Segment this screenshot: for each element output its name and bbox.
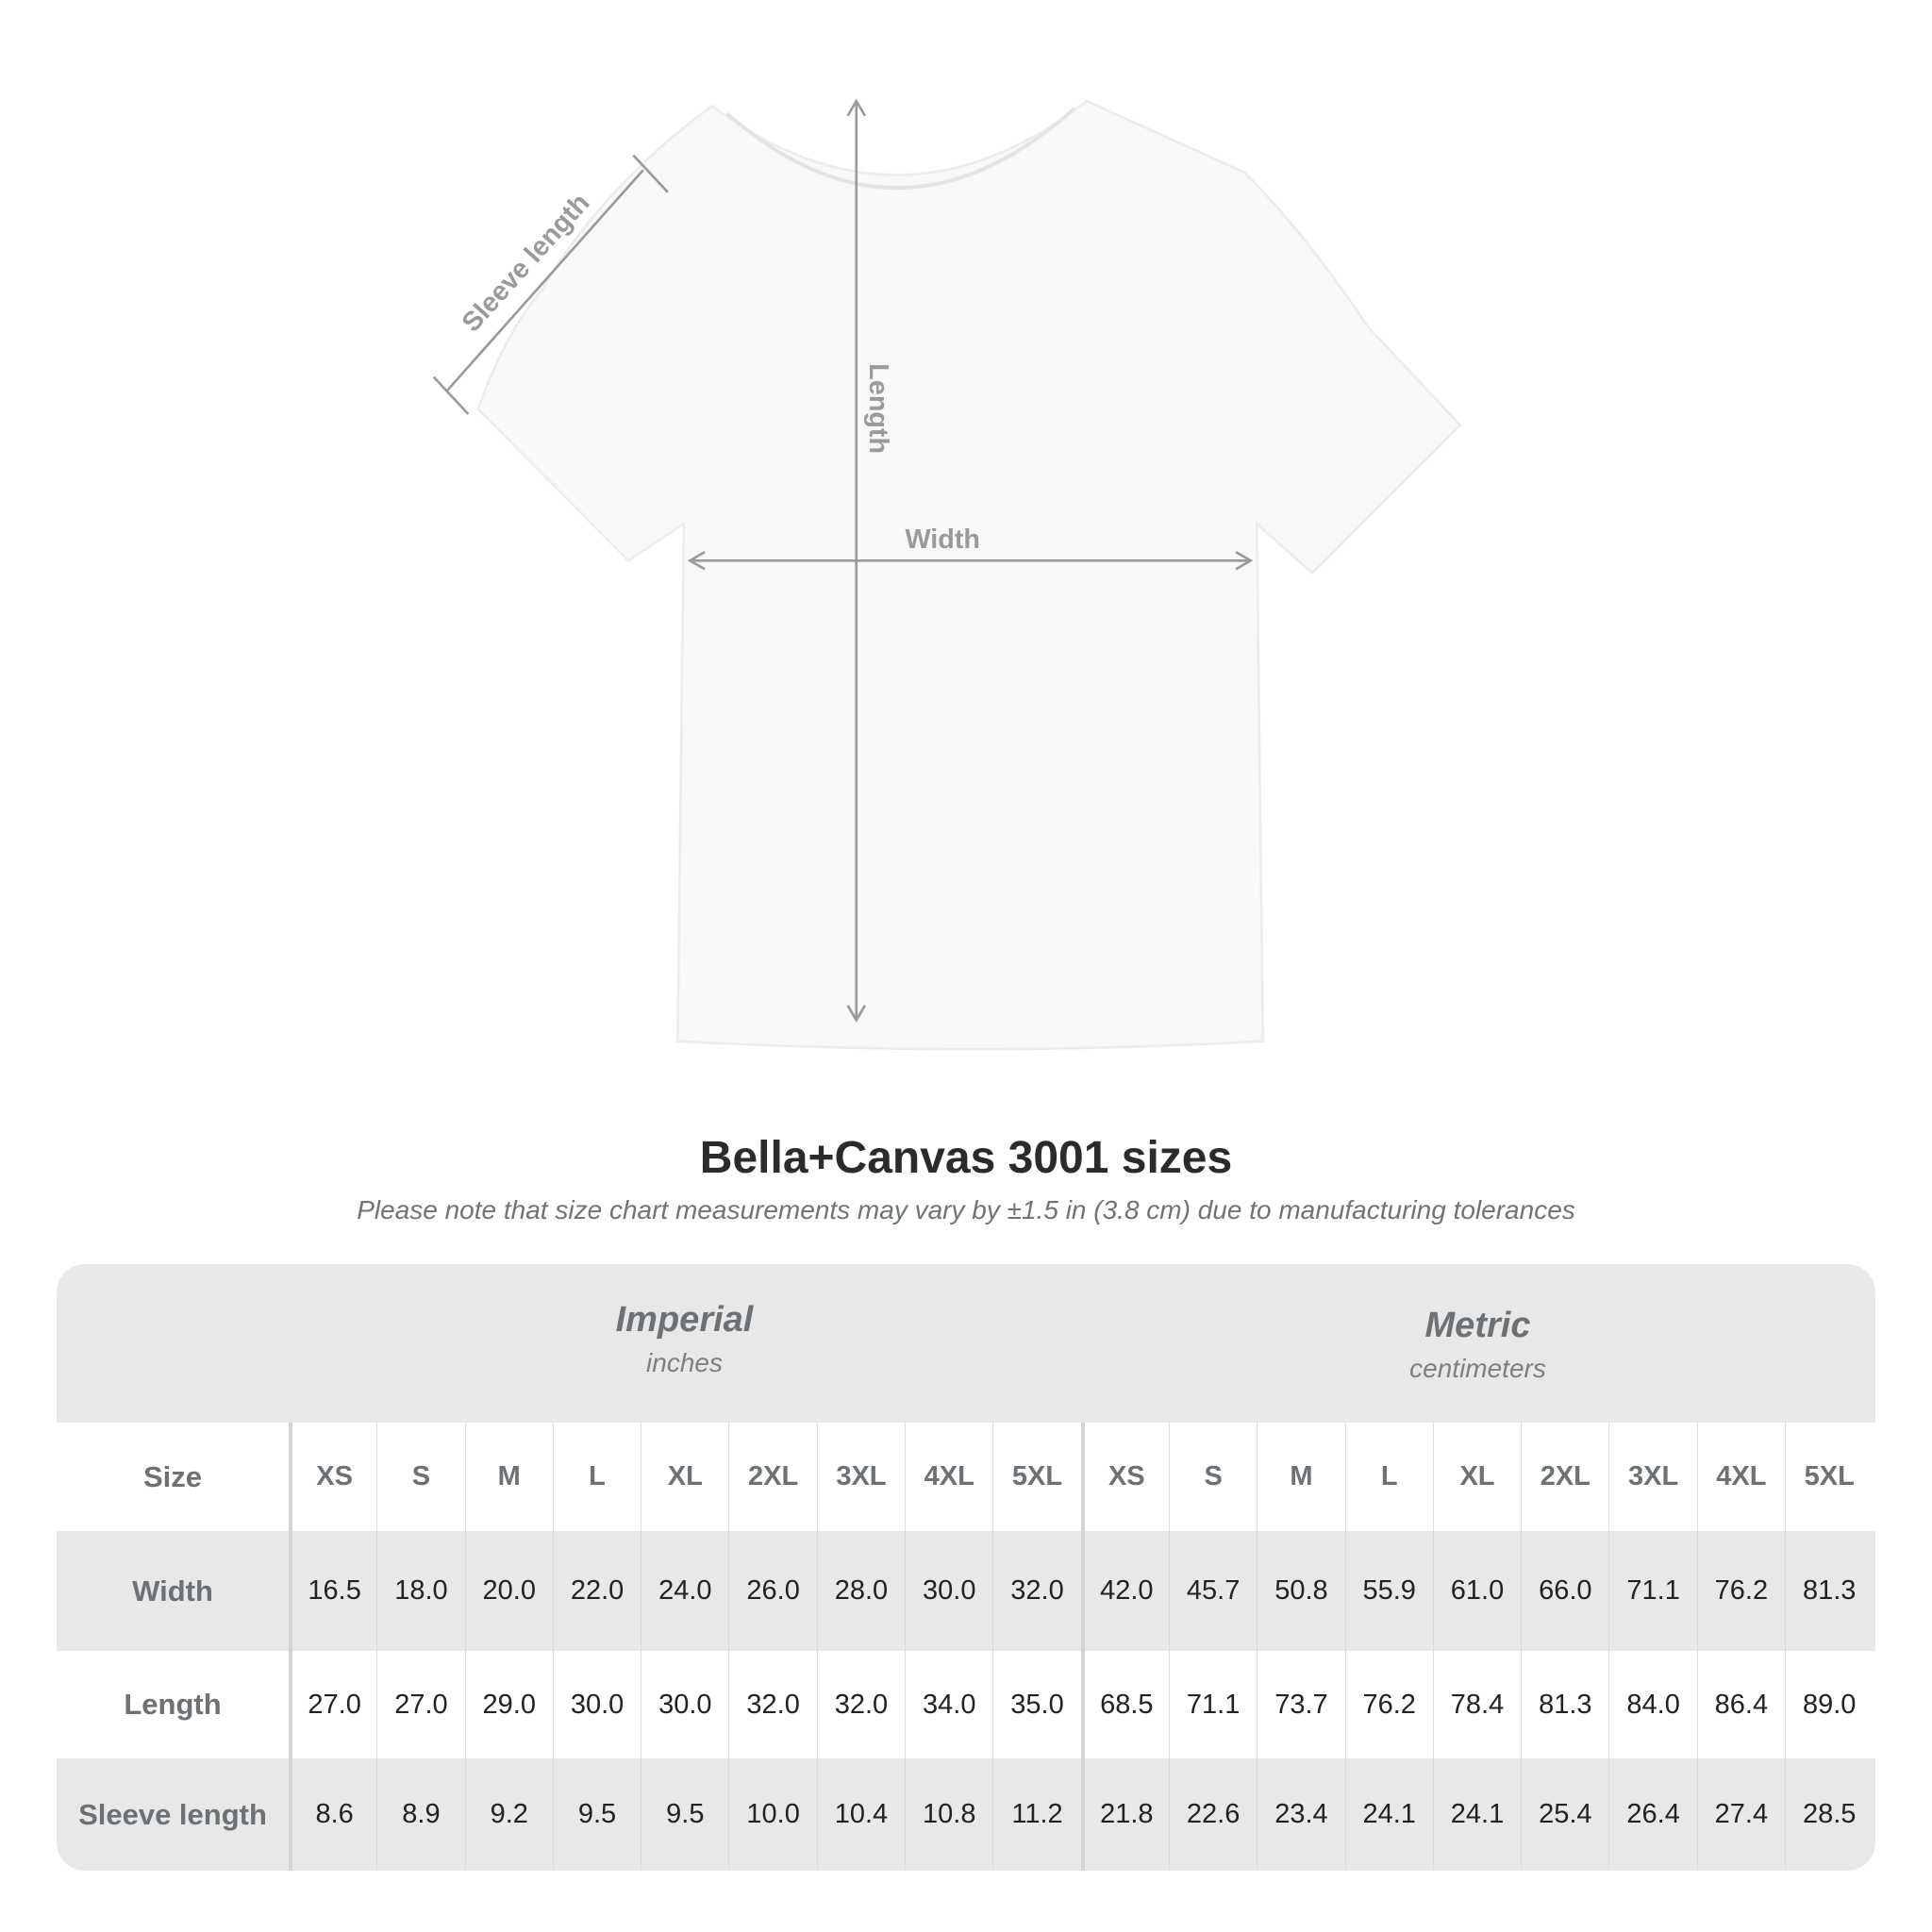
table-cell: 42.0 [1080, 1531, 1169, 1651]
table-cell: 9.5 [641, 1758, 728, 1871]
table-cell: 34.0 [905, 1651, 992, 1758]
table-cell: 73.7 [1257, 1651, 1344, 1758]
table-row: Length 27.0 27.0 29.0 30.0 30.0 32.0 32.0 34.0 35… [57, 1651, 1875, 1758]
unit-header-band [57, 1264, 1875, 1423]
size-header-cell: XS [1080, 1423, 1169, 1531]
table-cell: 9.5 [552, 1758, 641, 1871]
size-header-cell: L [1344, 1423, 1433, 1531]
table-cell: 16.5 [289, 1531, 376, 1651]
table-cell: 76.2 [1696, 1531, 1785, 1651]
row-label: Width [132, 1574, 213, 1607]
table-cell: 35.0 [992, 1651, 1080, 1758]
table-cell: 55.9 [1344, 1531, 1433, 1651]
size-header-cell: S [376, 1423, 464, 1531]
tshirt-illustration [476, 99, 1462, 1051]
table-cell: 20.0 [464, 1531, 553, 1651]
size-header-cell: 4XL [905, 1423, 992, 1531]
table-cell: 27.0 [376, 1651, 464, 1758]
table-cell: 23.4 [1257, 1758, 1344, 1871]
imperial-title: Imperial [615, 1300, 754, 1340]
table-cell: 89.0 [1785, 1651, 1873, 1758]
size-header-cell: 2XL [1521, 1423, 1608, 1531]
size-header-cell: 5XL [992, 1423, 1080, 1531]
size-header-cell: 3XL [816, 1423, 905, 1531]
table-cell: 68.5 [1080, 1651, 1169, 1758]
table-cell: 26.4 [1608, 1758, 1696, 1871]
table-cell: 30.0 [552, 1651, 641, 1758]
row-label: Length [124, 1688, 222, 1721]
size-header-cell: L [552, 1423, 641, 1531]
table-cell: 84.0 [1608, 1651, 1696, 1758]
table-cell: 27.0 [289, 1651, 376, 1758]
metric-title: Metric [1424, 1306, 1531, 1345]
size-header-cell: S [1168, 1423, 1257, 1531]
table-cell: 22.0 [552, 1531, 641, 1651]
imperial-unit: inches [646, 1348, 723, 1377]
table-cell: 30.0 [905, 1531, 992, 1651]
table-cell: 32.0 [992, 1531, 1080, 1651]
sleeve-arrow [444, 169, 644, 393]
table-cell: 86.4 [1696, 1651, 1785, 1758]
size-header-cell: M [1257, 1423, 1344, 1531]
row-label: Sleeve length [78, 1797, 267, 1831]
table-cell: 11.2 [992, 1758, 1080, 1871]
imperial-header: Imperial inches [289, 1264, 1080, 1423]
table-cell: 18.0 [376, 1531, 464, 1651]
size-header-cell: 3XL [1608, 1423, 1696, 1531]
size-header-cell: 5XL [1785, 1423, 1873, 1531]
size-header-cell: 2XL [728, 1423, 816, 1531]
table-cell: 30.0 [641, 1651, 728, 1758]
size-header-cell: XL [1432, 1423, 1521, 1531]
table-cell: 45.7 [1168, 1531, 1257, 1651]
table-cell: 24.0 [641, 1531, 728, 1651]
size-header-row: Size XS S M L XL 2XL 3XL 4XL 5XL XS S M L XL 2XL 3XL 4XL 5… [57, 1423, 1875, 1531]
table-cell: 9.2 [464, 1758, 553, 1871]
table-cell: 24.1 [1344, 1758, 1433, 1871]
row-label: Size [142, 1459, 203, 1493]
size-header-cell: XS [289, 1423, 376, 1531]
table-cell: 10.8 [905, 1758, 992, 1871]
table-cell: 26.0 [728, 1531, 816, 1651]
table-row: Sleeve length 8.6 8.9 9.2 9.5 9.5 10.0 10.4 10.8… [57, 1758, 1875, 1871]
size-header-cell: 4XL [1696, 1423, 1785, 1531]
table-cell: 76.2 [1344, 1651, 1433, 1758]
length-label: Length [863, 363, 893, 454]
table-cell: 71.1 [1608, 1531, 1696, 1651]
size-header-cell: XL [641, 1423, 728, 1531]
table-cell: 66.0 [1521, 1531, 1608, 1651]
table-cell: 50.8 [1257, 1531, 1344, 1651]
table-cell: 61.0 [1432, 1531, 1521, 1651]
table-cell: 29.0 [464, 1651, 553, 1758]
table-cell: 28.5 [1785, 1758, 1873, 1871]
table-cell: 71.1 [1168, 1651, 1257, 1758]
table-row: Width 16.5 18.0 20.0 22.0 24.0 26.0 28.0 30.0 32.… [57, 1531, 1875, 1651]
table-cell: 78.4 [1432, 1651, 1521, 1758]
table-cell: 24.1 [1432, 1758, 1521, 1871]
tolerance-note: Please note that size chart measurements… [357, 1195, 1575, 1224]
table-cell: 21.8 [1080, 1758, 1169, 1871]
metric-unit: centimeters [1409, 1354, 1546, 1383]
size-table: Imperial inches Metric centimeters Size X… [57, 1264, 1875, 1871]
size-header-cell: M [464, 1423, 553, 1531]
table-cell: 32.0 [728, 1651, 816, 1758]
table-cell: 8.9 [376, 1758, 464, 1871]
table-cell: 81.3 [1785, 1531, 1873, 1651]
metric-header: Metric centimeters [1080, 1264, 1875, 1423]
table-cell: 32.0 [816, 1651, 905, 1758]
table-cell: 25.4 [1521, 1758, 1608, 1871]
width-label: Width [905, 525, 979, 555]
table-cell: 22.6 [1168, 1758, 1257, 1871]
table-cell: 10.4 [816, 1758, 905, 1871]
tshirt-collar [725, 107, 1076, 191]
table-cell: 81.3 [1521, 1651, 1608, 1758]
page-title: Bella+Canvas 3001 sizes [699, 1133, 1233, 1183]
table-cell: 10.0 [728, 1758, 816, 1871]
table-cell: 8.6 [289, 1758, 376, 1871]
table-cell: 28.0 [816, 1531, 905, 1651]
table-cell: 27.4 [1696, 1758, 1785, 1871]
